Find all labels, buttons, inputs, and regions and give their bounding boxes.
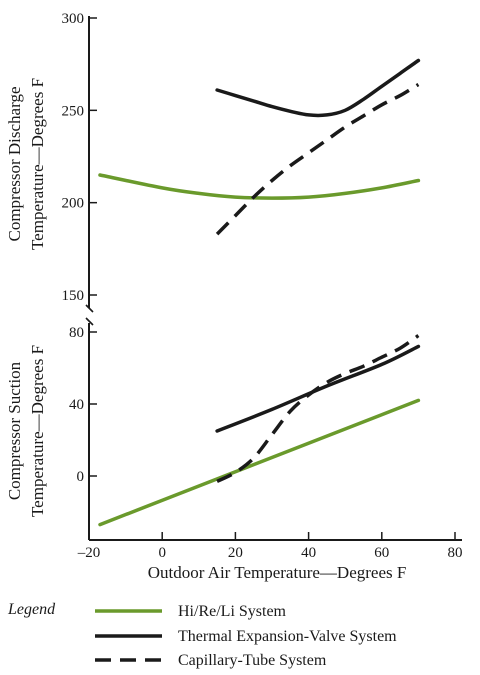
x-tick-label: 60 (374, 545, 389, 561)
y-axis-title: Temperature—Degrees F (28, 345, 47, 517)
axis-break-mark (85, 304, 94, 326)
x-tick-label: –20 (77, 545, 101, 561)
y-tick-label: 300 (62, 11, 85, 27)
y-tick-label: 150 (62, 288, 85, 304)
x-tick-label: 80 (448, 545, 463, 561)
y-tick-label: 40 (69, 397, 84, 413)
y-axis-title: Compressor Suction (5, 361, 24, 500)
y-axis-title: Temperature—Degrees F (28, 78, 47, 250)
legend-title: Legend (7, 601, 56, 618)
series-line-suction-hi-re-li-system (98, 398, 421, 527)
y-tick-label: 80 (69, 325, 84, 341)
x-axis-title: Outdoor Air Temperature—Degrees F (148, 563, 407, 582)
series-line-discharge-thermal-expansion-valve-system (215, 58, 421, 118)
series-line-suction-thermal-expansion-valve-system (215, 344, 421, 433)
legend-label: Hi/Re/Li System (178, 603, 287, 620)
x-tick-label: 40 (301, 545, 316, 561)
legend-label: Thermal Expansion-Valve System (178, 628, 397, 645)
series-line-discharge-hi-re-li-system (98, 173, 421, 200)
x-tick-label: 0 (158, 545, 166, 561)
y-axis-title: Compressor Discharge (5, 86, 24, 241)
y-tick-label: 0 (77, 469, 85, 485)
y-tick-label: 200 (62, 196, 85, 212)
y-tick-label: 250 (62, 103, 85, 119)
x-tick-label: 20 (228, 545, 243, 561)
series-line-suction-capillary-tube-system (216, 334, 420, 483)
legend-label: Capillary-Tube System (178, 652, 327, 669)
series-line-discharge-capillary-tube-system (215, 82, 420, 236)
